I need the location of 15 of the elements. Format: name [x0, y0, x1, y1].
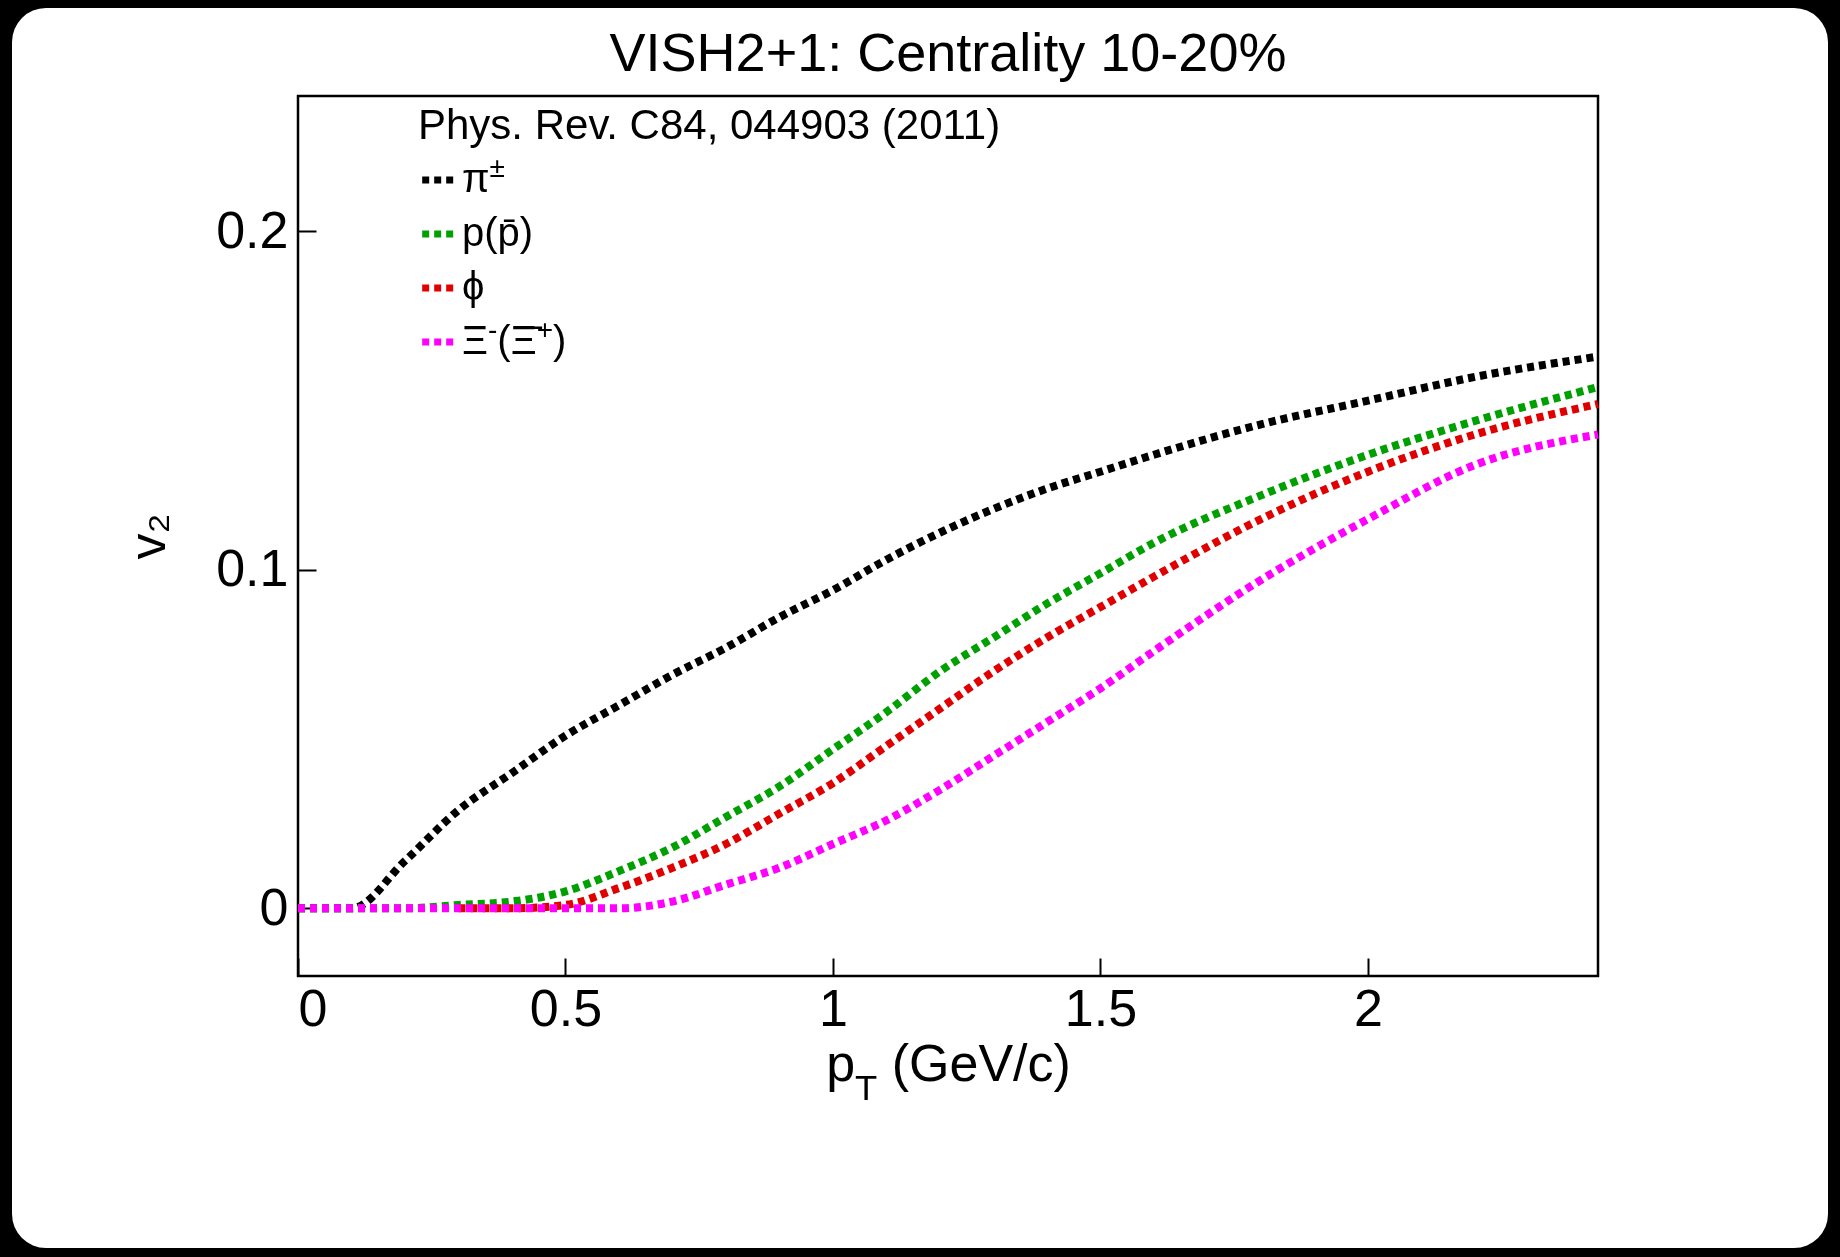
x-tick-label: 0.5	[529, 978, 603, 1037]
y-tick-label: 0	[259, 877, 289, 936]
y-axis-title: v₂	[118, 513, 177, 560]
x-tick-label: 0	[298, 978, 328, 1037]
y-tick-label: 0.2	[216, 200, 289, 259]
y-tick-label: 0.1	[216, 539, 289, 598]
legend-label: p(p̄)	[462, 210, 534, 254]
legend-label: π$^{±}$	[462, 151, 505, 200]
legend-title: Phys. Rev. C84, 044903 (2011)	[418, 101, 1001, 148]
x-tick-label: 2	[1354, 978, 1383, 1037]
chart-title: VISH2+1: Centrality 10-20%	[609, 22, 1287, 82]
legend-label: Ξ$^{-}$(Ξ̄$^{+}$)	[462, 313, 567, 362]
legend-label: ϕ	[462, 264, 485, 308]
x-tick-label: 1	[819, 978, 848, 1037]
x-tick-label: 1.5	[1064, 978, 1138, 1037]
